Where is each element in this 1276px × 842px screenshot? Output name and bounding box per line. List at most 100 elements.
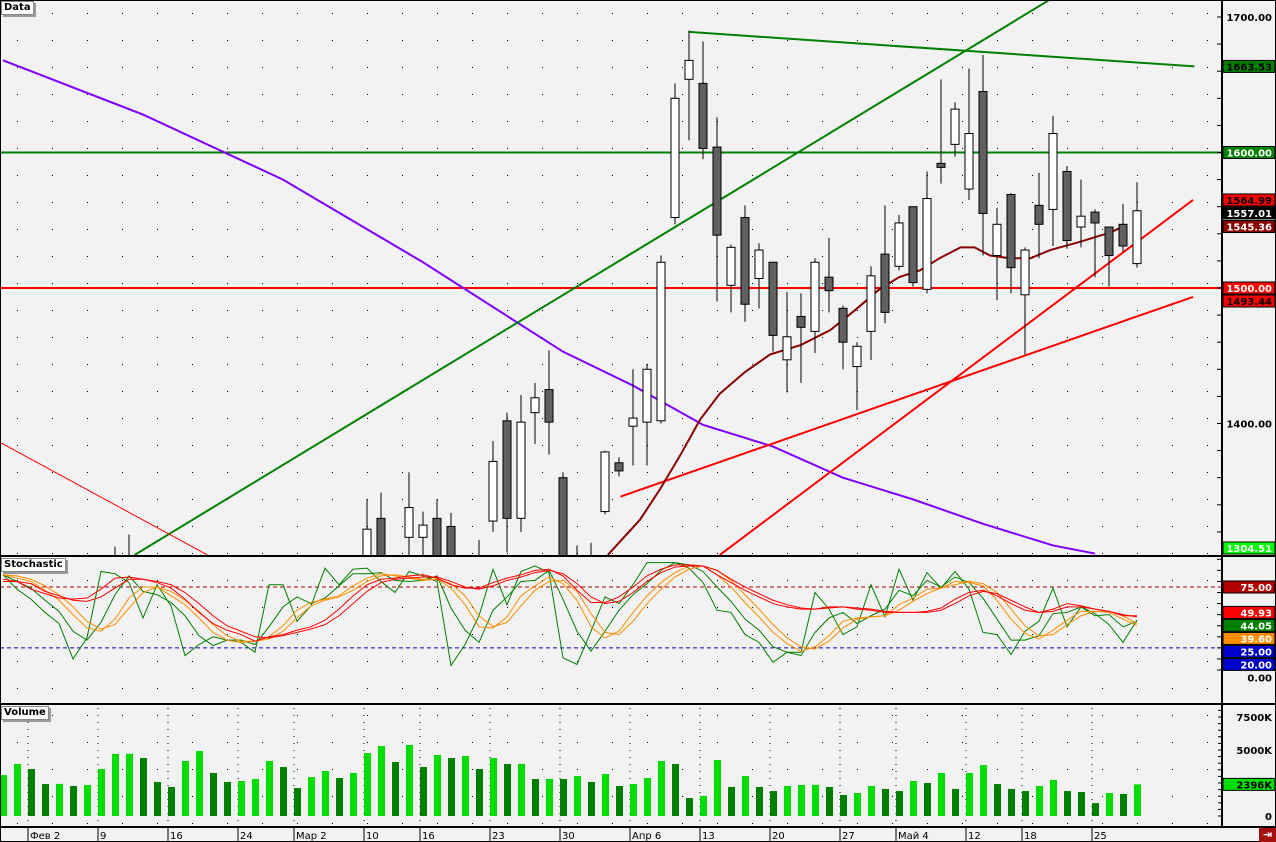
volume-bar: [882, 788, 889, 816]
bearish-candle: [376, 517, 386, 555]
price-marker-box: [1222, 541, 1276, 555]
bullish-candle: [362, 528, 372, 555]
volume-bar: [336, 777, 343, 816]
volume-axis-label: 7500K: [1236, 713, 1273, 724]
price-marker-box: [1222, 193, 1276, 207]
stochastic-marker: 20.00: [1240, 660, 1272, 671]
price-marker: 1600.00: [1226, 149, 1272, 160]
date-label: 30: [562, 831, 575, 842]
volume-bar: [322, 770, 329, 816]
bullish-candle: [866, 275, 876, 332]
volume-bar: [1106, 793, 1113, 816]
volume-bar: [812, 784, 819, 816]
stochastic-grid: [0, 557, 1222, 703]
volume-bar: [168, 786, 175, 816]
volume-bar: [546, 778, 553, 816]
date-label: 13: [702, 831, 715, 842]
bullish-candle: [516, 421, 526, 519]
price-panel-title[interactable]: Data: [1, 1, 34, 15]
bullish-candle: [950, 108, 960, 145]
bullish-candle: [1076, 215, 1086, 228]
exit-button[interactable]: ⇥: [1259, 828, 1276, 842]
bullish-candle: [754, 249, 764, 280]
volume-bar: [1078, 791, 1085, 816]
volume-bar: [140, 758, 147, 816]
volume-bar: [406, 744, 413, 816]
stochastic-line: [2, 564, 1137, 642]
volume-bar: [294, 788, 301, 816]
bearish-candle: [768, 261, 778, 336]
bearish-candle: [1104, 226, 1114, 256]
date-label: 10: [366, 831, 379, 842]
volume-panel-title[interactable]: Volume: [1, 706, 49, 720]
bullish-candle: [684, 59, 694, 80]
volume-bar: [182, 760, 189, 816]
bullish-candle: [600, 451, 610, 513]
bearish-candle: [740, 217, 750, 305]
volume-bar: [1008, 788, 1015, 816]
volume-bar: [504, 763, 511, 816]
volume-bar: [672, 763, 679, 816]
volume-bar: [476, 769, 483, 816]
volume-bar: [532, 779, 539, 816]
volume-bar: [1092, 803, 1099, 816]
date-label: 20: [772, 831, 785, 842]
volume-bar: [98, 769, 105, 816]
bullish-candle: [810, 261, 820, 332]
volume-bar: [616, 786, 623, 816]
trendline: [719, 199, 1194, 555]
volume-bar: [28, 769, 35, 816]
grid: [0, 0, 1222, 826]
volume-bar: [966, 772, 973, 816]
bearish-candle: [838, 307, 848, 343]
bullish-candle: [642, 368, 652, 423]
volume-bar: [210, 772, 217, 816]
volume-bar: [588, 781, 595, 816]
price-grid: [0, 0, 1222, 555]
volume-bar: [308, 777, 315, 816]
volume-bar: [700, 795, 707, 816]
volume-bar: [350, 772, 357, 816]
volume-bar: [0, 775, 7, 816]
volume-bar: [784, 786, 791, 816]
volume-bar: [420, 767, 427, 816]
volume-bar: [854, 793, 861, 816]
bearish-candle: [698, 82, 708, 149]
price-axis-label: 1700.00: [1226, 13, 1272, 24]
bullish-candle: [530, 397, 540, 414]
bearish-candle: [824, 276, 834, 292]
date-label: 16: [170, 831, 183, 842]
volume-bar: [84, 784, 91, 816]
volume-bar: [980, 765, 987, 816]
volume-bar: [364, 753, 371, 816]
volume-bar: [952, 788, 959, 816]
bullish-candle: [894, 222, 904, 267]
price-panel: [0, 0, 1222, 555]
bearish-candle: [502, 420, 512, 519]
volume-bar: [1050, 779, 1057, 816]
volume-bar: [1120, 793, 1127, 816]
bearish-candle: [1062, 170, 1072, 242]
volume-bar: [266, 760, 273, 816]
stochastic-line: [2, 562, 1138, 657]
stochastic-marker: 44.05: [1240, 621, 1272, 632]
bearish-candle: [712, 146, 722, 236]
volume-bar: [14, 763, 21, 816]
bullish-candle: [852, 345, 862, 368]
volume-bar: [462, 756, 469, 816]
bullish-candle: [1132, 210, 1142, 265]
bullish-candle: [782, 336, 792, 361]
date-label: 23: [492, 831, 505, 842]
volume-bar: [644, 777, 651, 816]
volume-bar: [434, 755, 441, 816]
stochastic-panel-title[interactable]: Stochastic: [1, 558, 66, 572]
volume-bar: [910, 781, 917, 816]
stochastic-marker-box: [1222, 657, 1276, 671]
volume-bar: [112, 753, 119, 816]
stochastic-line: [2, 565, 1138, 652]
volume-panel: [0, 744, 1141, 816]
bullish-candle: [418, 524, 428, 538]
volume-bar: [224, 781, 231, 816]
trendline: [0, 442, 208, 555]
